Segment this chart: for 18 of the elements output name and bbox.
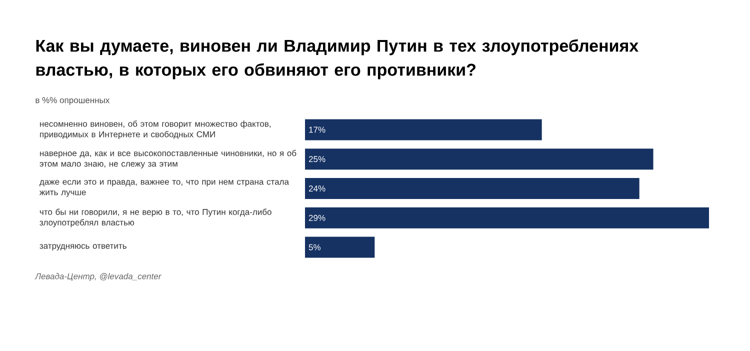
bar: [305, 236, 375, 258]
y-tick-label: наверное да, как и все высокопоставленные чиновники, но я об этом мало знаю, не слежу за этим: [40, 150, 296, 168]
bar: [305, 148, 654, 170]
y-tick-label: что бы ни говорили, я не верю в то, что Путин когда-либо злоупотреблял властью: [40, 208, 272, 228]
y-tick-label: несомненно виновен, об этом говорит множество фактов, приводимых в Интернете и свободных СМИ: [40, 120, 271, 139]
y-tick-label: даже если это и правда, важнее то, что при нем страна стала жить лучше: [39, 180, 289, 197]
text: в %% опрошенных: [36, 97, 110, 105]
data-label: 5%: [308, 244, 321, 250]
data-label: 29%: [308, 214, 326, 221]
data-label: 24%: [308, 186, 326, 192]
data-label: 25%: [308, 156, 326, 162]
data-label: 17%: [309, 126, 326, 133]
text: Левада-Центр, @levada_center: [34, 273, 162, 281]
chart-title: Как вы думаете, виновен ли Владимир Путин в тех злоупотреблениях властью, в которых его обвиняют его противники?: [36, 39, 638, 80]
bar: [305, 207, 709, 228]
bar: [305, 119, 542, 140]
y-tick-label: затрудняюсь ответить: [40, 244, 126, 250]
bar: [305, 178, 640, 199]
